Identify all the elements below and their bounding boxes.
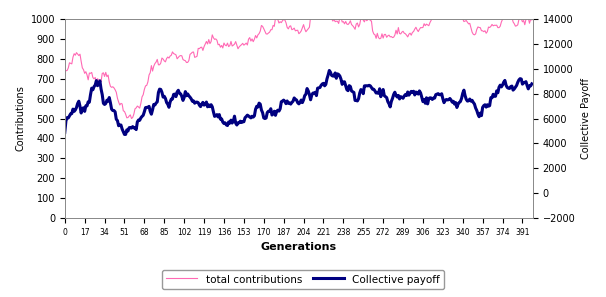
total contributions [401,31,408,35]
Collective payoff [325,69,333,72]
Collective payoff [61,131,68,134]
Line: total contributions: total contributions [65,17,532,119]
total contributions [403,33,410,37]
total contributions [528,18,536,22]
Collective payoff [528,82,536,86]
Legend: total contributions, Collective payoff: total contributions, Collective payoff [162,270,444,289]
total contributions [273,15,280,19]
Y-axis label: Collective Payoff: Collective Payoff [581,78,591,159]
total contributions [118,102,125,105]
Collective payoff [358,88,365,91]
Collective payoff [121,133,128,136]
Collective payoff [401,94,408,98]
X-axis label: Generations: Generations [261,242,337,252]
Line: Collective payoff: Collective payoff [65,70,532,135]
Collective payoff [215,115,222,119]
total contributions [215,43,222,47]
total contributions [128,117,135,120]
total contributions [247,39,255,43]
Y-axis label: Contributions: Contributions [15,86,25,151]
Collective payoff [403,94,410,97]
Collective payoff [247,116,255,120]
Collective payoff [118,123,125,127]
total contributions [61,71,68,75]
total contributions [358,16,365,20]
